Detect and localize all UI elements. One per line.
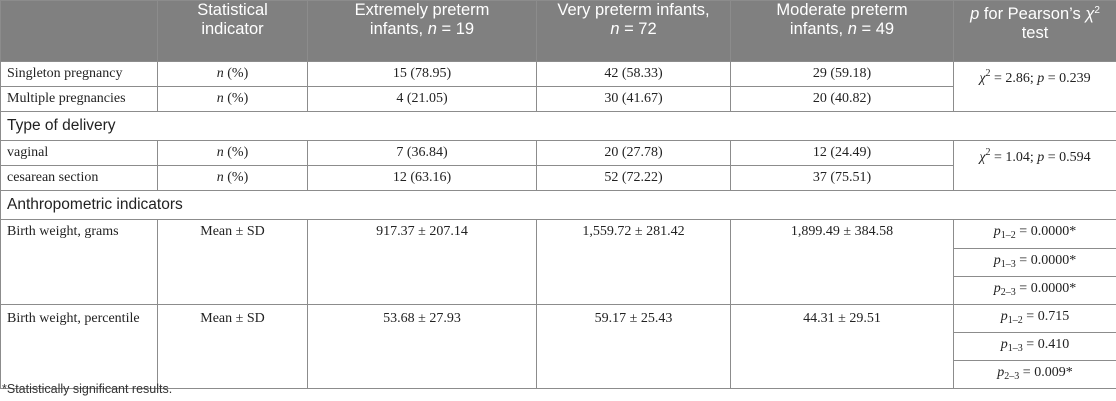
p23-cell: p2–3 = 0.009* [953,360,1116,389]
extreme-cell: 917.37 ± 207.14 [307,219,537,305]
table-row: p2–3 = 0.0000* [1,276,1116,305]
section-row: Anthropometric indicators [0,190,1116,220]
header-blank [0,0,158,62]
row-label: cesarean section [0,165,158,191]
header-extremely-preterm: Extremely preterm infants, n = 19 [307,0,537,62]
indicator-cell: n (%) [157,61,308,87]
pregnancy-test-cell: χ2 = 2.86; p = 0.239 [953,61,1116,112]
extreme-cell: 4 (21.05) [307,86,537,112]
row-label: Birth weight, percentile [0,304,158,389]
section-row: Type of delivery [0,111,1116,141]
table-row: vaginal n (%) 7 (36.84) 20 (27.78) 12 (2… [0,140,1116,191]
data-table: Statistical indicator Extremely preterm in… [0,0,1116,389]
p12-cell: p1–2 = 0.0000* [953,219,1116,249]
indicator-cell: Mean ± SD [157,219,308,305]
very-cell: 30 (41.67) [536,86,731,112]
row-label: Multiple pregnancies [0,86,158,112]
moderate-cell: 12 (24.49) [730,140,954,166]
table-row: Singleton pregnancy n (%) 15 (78.95) 42 … [0,61,1116,112]
row-label: vaginal [0,140,158,166]
moderate-cell: 29 (59.18) [730,61,954,87]
section-title-anthropometric: Anthropometric indicators [0,190,1116,220]
very-cell: 20 (27.78) [536,140,731,166]
header-statistical-indicator: Statistical indicator [157,0,308,62]
indicator-cell: n (%) [157,86,308,112]
header-p-value: p for Pearson’s χ2 test [953,0,1116,62]
moderate-cell: 1,899.49 ± 384.58 [730,219,954,305]
header-moderate-preterm: Moderate preterm infants, n = 49 [730,0,954,62]
moderate-cell: 20 (40.82) [730,86,954,112]
extreme-cell: 12 (63.16) [307,165,537,191]
p12-cell: p1–2 = 0.715 [953,304,1116,333]
indicator-cell: Mean ± SD [157,304,308,389]
extreme-cell: 53.68 ± 27.93 [307,304,537,389]
p13-cell: p1–3 = 0.0000* [953,248,1116,277]
p13-cell: p1–3 = 0.410 [953,332,1116,361]
extreme-cell: 7 (36.84) [307,140,537,166]
p23-cell: p2–3 = 0.0000* [953,276,1116,305]
moderate-cell: 37 (75.51) [730,165,954,191]
section-title-delivery: Type of delivery [0,111,1116,141]
table-row: Birth weight, grams Mean ± SD 917.37 ± 2… [0,219,1116,305]
indicator-cell: n (%) [157,140,308,166]
extreme-cell: 15 (78.95) [307,61,537,87]
table-row: Birth weight, percentile Mean ± SD 53.68… [0,304,1116,389]
moderate-cell: 44.31 ± 29.51 [730,304,954,389]
table-row: p2–3 = 0.009* [1,360,1116,389]
very-cell: 1,559.72 ± 281.42 [536,219,731,305]
delivery-test-cell: χ2 = 1.04; p = 0.594 [953,140,1116,191]
very-cell: 52 (72.22) [536,165,731,191]
table-row: Multiple pregnancies n (%) 4 (21.05) 30 … [0,86,1116,112]
footnote: *Statistically significant results. [2,382,173,396]
table-row: p1–3 = 0.0000* [1,248,1116,277]
row-label: Birth weight, grams [0,219,158,305]
row-label: Singleton pregnancy [0,61,158,87]
indicator-cell: n (%) [157,165,308,191]
header-row: Statistical indicator Extremely preterm in… [0,0,1116,62]
table-row: cesarean section n (%) 12 (63.16) 52 (72… [0,165,1116,191]
very-cell: 42 (58.33) [536,61,731,87]
header-very-preterm: Very preterm infants, n = 72 [536,0,731,62]
very-cell: 59.17 ± 25.43 [536,304,731,389]
